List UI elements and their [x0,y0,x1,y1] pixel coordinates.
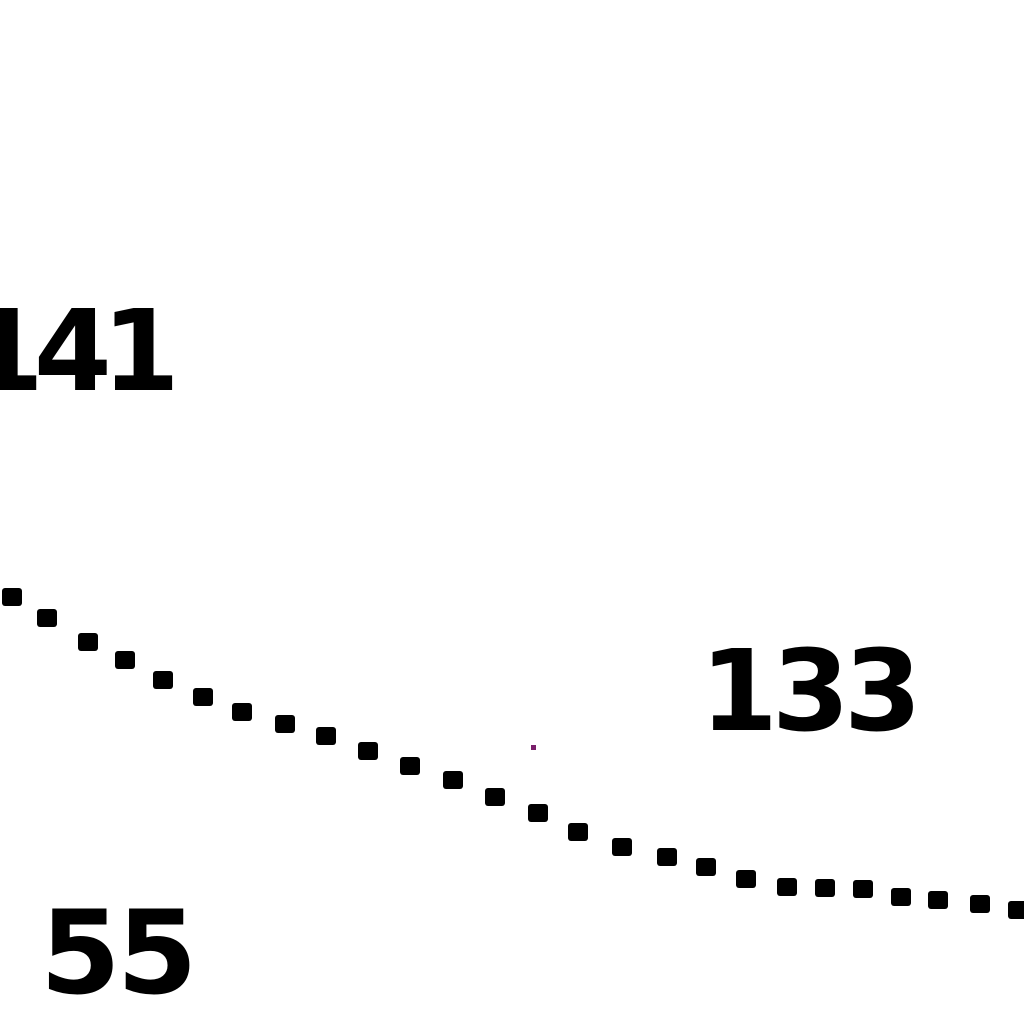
measurement-label-141: 141 [0,287,180,417]
curve-dot [78,633,98,651]
curve-dot [891,888,911,906]
measurement-label-133: 133 [700,627,922,757]
curve-dot [275,715,295,733]
curve-dot [928,891,948,909]
curve-dot [485,788,505,806]
curve-dot [2,588,22,606]
curve-dot [568,823,588,841]
curve-dot [37,609,57,627]
stray-dot [531,745,536,750]
curve-dot [232,703,252,721]
curve-dot [358,742,378,760]
curve-dot [528,804,548,822]
curve-dot [193,688,213,706]
curve-dot [815,879,835,897]
curve-dot [970,895,990,913]
curve-dot [777,878,797,896]
curve-dot [853,880,873,898]
measurement-label-55: 55 [40,886,197,1021]
curve-dot [115,651,135,669]
curve-dot [736,870,756,888]
curve-dot [400,757,420,775]
curve-dot [657,848,677,866]
curve-dot [316,727,336,745]
curve-dot [153,671,173,689]
curve-dot [612,838,632,856]
dotted-curve-dots [2,588,1024,919]
curve-dot [443,771,463,789]
curve-dot [696,858,716,876]
curve-dot [1008,901,1024,919]
